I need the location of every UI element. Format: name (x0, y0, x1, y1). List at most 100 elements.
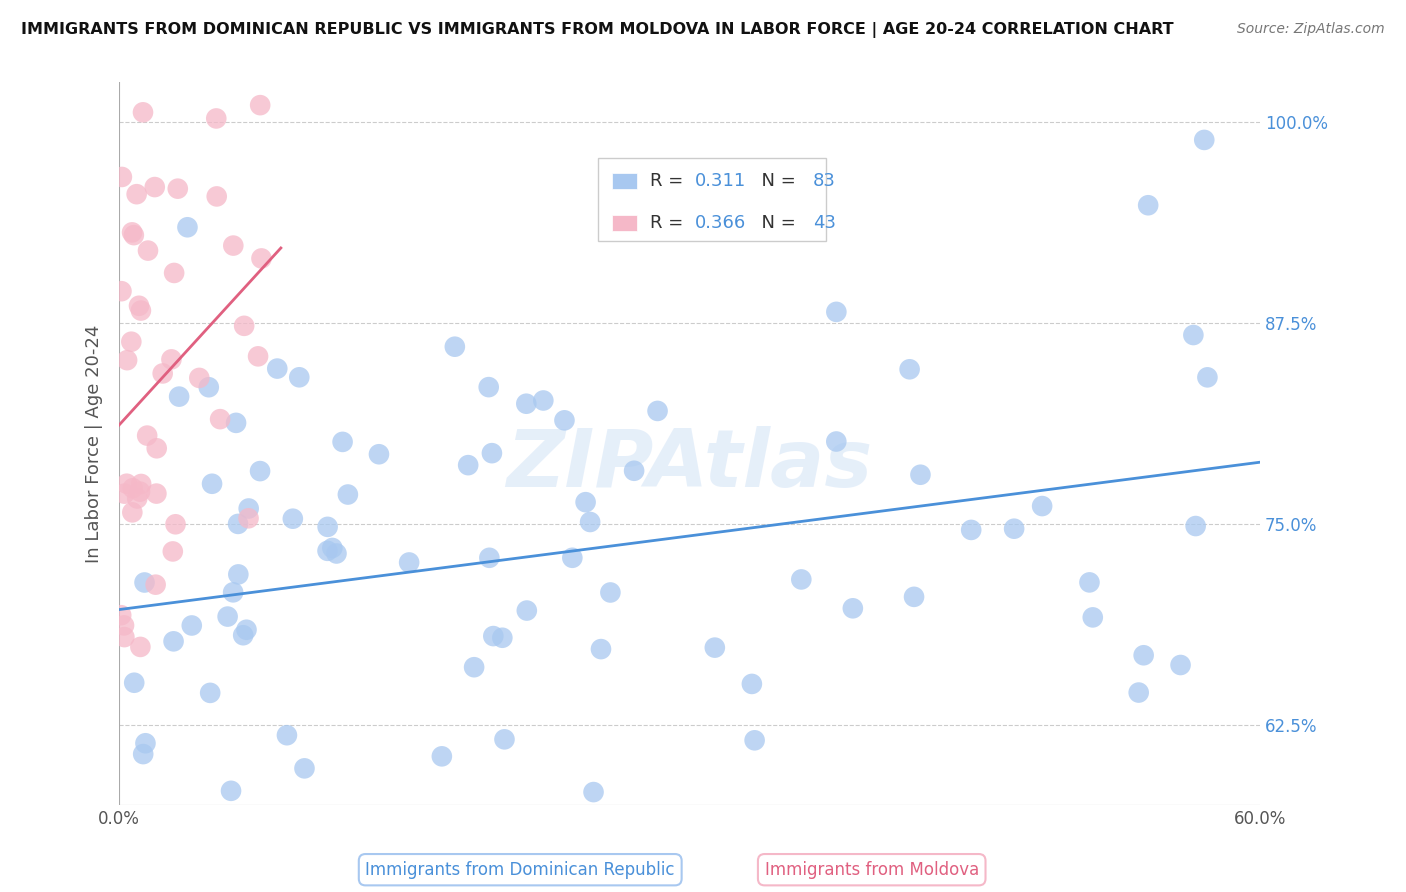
Point (1197, 370, 1219, 384)
Point (165, 517, 187, 532)
Point (201, 476, 224, 491)
Point (219, 784, 242, 798)
Point (575, 495, 598, 509)
Point (112, 630, 135, 644)
Point (121, 226, 143, 240)
Point (1081, 610, 1104, 624)
Point (443, 340, 465, 354)
Point (152, 367, 174, 381)
Point (703, 640, 725, 655)
Point (1184, 519, 1206, 533)
Point (515, 397, 537, 411)
Point (321, 541, 343, 555)
Point (332, 434, 354, 449)
Point (1194, 133, 1216, 147)
Point (127, 491, 149, 506)
Text: 43: 43 (813, 214, 835, 232)
Text: N =: N = (749, 172, 801, 190)
Point (132, 747, 155, 761)
Text: IMMIGRANTS FROM DOMINICAN REPUBLIC VS IMMIGRANTS FROM MOLDOVA IN LABOR FORCE | A: IMMIGRANTS FROM DOMINICAN REPUBLIC VS IM… (21, 22, 1174, 38)
Point (266, 361, 288, 376)
Point (233, 318, 256, 333)
Point (166, 182, 188, 196)
Point (589, 642, 612, 657)
Point (162, 634, 184, 648)
Point (209, 412, 232, 426)
Point (599, 585, 621, 599)
Point (160, 352, 183, 367)
Point (134, 736, 156, 750)
Point (205, 189, 228, 203)
Point (125, 187, 148, 202)
Point (136, 244, 159, 258)
Point (430, 749, 453, 764)
Point (1078, 575, 1101, 590)
Point (249, 98, 271, 112)
Point (288, 370, 311, 384)
Point (122, 675, 145, 690)
Point (316, 520, 339, 534)
Point (222, 238, 245, 252)
Point (129, 303, 152, 318)
Point (276, 728, 298, 742)
Point (316, 544, 339, 558)
Point (790, 573, 813, 587)
Text: N =: N = (749, 214, 801, 232)
Point (145, 486, 167, 500)
Point (145, 442, 167, 456)
Y-axis label: In Labor Force | Age 20-24: In Labor Force | Age 20-24 (86, 325, 103, 563)
Point (325, 547, 347, 561)
Point (247, 349, 270, 363)
Text: Immigrants from Moldova: Immigrants from Moldova (765, 861, 979, 879)
Point (115, 353, 138, 368)
Point (180, 618, 202, 632)
Text: R =: R = (650, 172, 689, 190)
Text: R =: R = (650, 214, 689, 232)
Point (129, 640, 152, 654)
Point (111, 169, 134, 184)
Point (478, 550, 501, 565)
Point (1137, 198, 1160, 212)
Point (235, 623, 257, 637)
Point (238, 501, 260, 516)
Point (281, 512, 304, 526)
Point (1128, 685, 1150, 699)
Point (121, 481, 143, 495)
Point (122, 228, 145, 243)
Point (249, 464, 271, 478)
Point (176, 220, 198, 235)
Point (1182, 328, 1205, 343)
Point (217, 609, 239, 624)
Point (960, 523, 983, 537)
Text: ZIPAtlas: ZIPAtlas (506, 426, 873, 504)
Point (232, 628, 254, 642)
Point (741, 677, 763, 691)
Point (129, 484, 152, 499)
Point (238, 511, 260, 525)
Point (898, 362, 921, 376)
Point (115, 476, 138, 491)
Point (579, 515, 602, 529)
Point (188, 371, 211, 385)
Text: Source: ZipAtlas.com: Source: ZipAtlas.com (1237, 22, 1385, 37)
Point (167, 390, 190, 404)
Point (1002, 522, 1025, 536)
Point (457, 458, 479, 472)
Point (205, 112, 228, 126)
Point (553, 413, 575, 427)
Point (134, 575, 156, 590)
Point (264, 821, 287, 835)
Point (478, 380, 501, 394)
Point (516, 603, 538, 617)
Point (744, 733, 766, 747)
Point (910, 467, 932, 482)
Point (842, 601, 865, 615)
Point (112, 618, 135, 632)
Text: Immigrants from Dominican Republic: Immigrants from Dominican Republic (366, 861, 675, 879)
Point (1170, 658, 1192, 673)
Point (623, 464, 645, 478)
Point (226, 516, 249, 531)
Point (647, 404, 669, 418)
Point (120, 334, 142, 349)
Point (143, 180, 166, 194)
